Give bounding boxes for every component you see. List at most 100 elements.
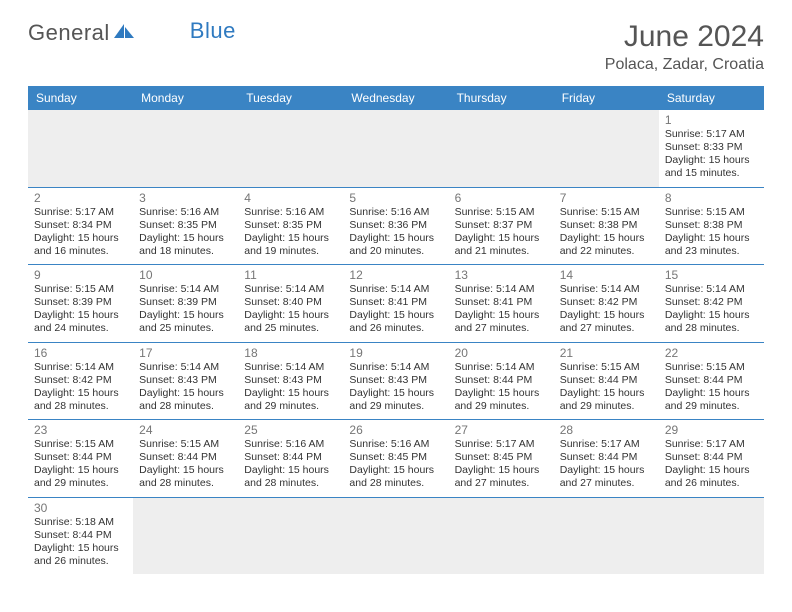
day-number: 30 <box>34 501 127 515</box>
calendar-cell-empty <box>238 497 343 574</box>
calendar-cell-empty <box>659 497 764 574</box>
calendar-row: 9Sunrise: 5:15 AMSunset: 8:39 PMDaylight… <box>28 265 764 343</box>
day-number: 29 <box>665 423 758 437</box>
calendar-cell: 21Sunrise: 5:15 AMSunset: 8:44 PMDayligh… <box>554 342 659 420</box>
sunrise-text: Sunrise: 5:14 AM <box>665 283 758 296</box>
sunrise-text: Sunrise: 5:18 AM <box>34 516 127 529</box>
daylight-text: Daylight: 15 hours and 28 minutes. <box>244 464 337 490</box>
logo-text-general: General <box>28 20 110 46</box>
sunset-text: Sunset: 8:44 PM <box>34 529 127 542</box>
calendar-cell: 19Sunrise: 5:14 AMSunset: 8:43 PMDayligh… <box>343 342 448 420</box>
daylight-text: Daylight: 15 hours and 28 minutes. <box>34 387 127 413</box>
calendar-cell: 26Sunrise: 5:16 AMSunset: 8:45 PMDayligh… <box>343 420 448 498</box>
sunset-text: Sunset: 8:33 PM <box>665 141 758 154</box>
daylight-text: Daylight: 15 hours and 29 minutes. <box>349 387 442 413</box>
daylight-text: Daylight: 15 hours and 26 minutes. <box>665 464 758 490</box>
sunset-text: Sunset: 8:43 PM <box>139 374 232 387</box>
calendar-cell-empty <box>133 497 238 574</box>
sunrise-text: Sunrise: 5:17 AM <box>34 206 127 219</box>
sunset-text: Sunset: 8:40 PM <box>244 296 337 309</box>
sunrise-text: Sunrise: 5:14 AM <box>455 361 548 374</box>
daylight-text: Daylight: 15 hours and 18 minutes. <box>139 232 232 258</box>
sunset-text: Sunset: 8:37 PM <box>455 219 548 232</box>
day-number: 14 <box>560 268 653 282</box>
daylight-text: Daylight: 15 hours and 29 minutes. <box>665 387 758 413</box>
sunrise-text: Sunrise: 5:14 AM <box>560 283 653 296</box>
daylight-text: Daylight: 15 hours and 16 minutes. <box>34 232 127 258</box>
sunset-text: Sunset: 8:34 PM <box>34 219 127 232</box>
sunrise-text: Sunrise: 5:14 AM <box>139 283 232 296</box>
day-number: 27 <box>455 423 548 437</box>
calendar-cell-empty <box>554 110 659 187</box>
daylight-text: Daylight: 15 hours and 28 minutes. <box>349 464 442 490</box>
calendar-cell: 29Sunrise: 5:17 AMSunset: 8:44 PMDayligh… <box>659 420 764 498</box>
sunrise-text: Sunrise: 5:14 AM <box>139 361 232 374</box>
weekday-header: Saturday <box>659 86 764 110</box>
sunrise-text: Sunrise: 5:14 AM <box>244 361 337 374</box>
sunrise-text: Sunrise: 5:15 AM <box>139 438 232 451</box>
day-number: 24 <box>139 423 232 437</box>
day-number: 6 <box>455 191 548 205</box>
sunrise-text: Sunrise: 5:15 AM <box>560 361 653 374</box>
sunrise-text: Sunrise: 5:16 AM <box>244 438 337 451</box>
daylight-text: Daylight: 15 hours and 29 minutes. <box>560 387 653 413</box>
day-number: 25 <box>244 423 337 437</box>
sunrise-text: Sunrise: 5:14 AM <box>244 283 337 296</box>
day-number: 19 <box>349 346 442 360</box>
logo-sail-icon <box>112 20 136 46</box>
weekday-header: Wednesday <box>343 86 448 110</box>
calendar-cell: 9Sunrise: 5:15 AMSunset: 8:39 PMDaylight… <box>28 265 133 343</box>
sunrise-text: Sunrise: 5:15 AM <box>665 206 758 219</box>
sunset-text: Sunset: 8:44 PM <box>665 374 758 387</box>
sunrise-text: Sunrise: 5:16 AM <box>244 206 337 219</box>
sunset-text: Sunset: 8:42 PM <box>560 296 653 309</box>
calendar-row: 23Sunrise: 5:15 AMSunset: 8:44 PMDayligh… <box>28 420 764 498</box>
calendar-row: 30Sunrise: 5:18 AMSunset: 8:44 PMDayligh… <box>28 497 764 574</box>
sunset-text: Sunset: 8:38 PM <box>560 219 653 232</box>
sunset-text: Sunset: 8:44 PM <box>139 451 232 464</box>
sunset-text: Sunset: 8:42 PM <box>665 296 758 309</box>
sunrise-text: Sunrise: 5:15 AM <box>665 361 758 374</box>
sunrise-text: Sunrise: 5:16 AM <box>139 206 232 219</box>
day-number: 5 <box>349 191 442 205</box>
calendar-cell-empty <box>449 497 554 574</box>
calendar-body: 1Sunrise: 5:17 AMSunset: 8:33 PMDaylight… <box>28 110 764 574</box>
daylight-text: Daylight: 15 hours and 23 minutes. <box>665 232 758 258</box>
daylight-text: Daylight: 15 hours and 28 minutes. <box>665 309 758 335</box>
daylight-text: Daylight: 15 hours and 21 minutes. <box>455 232 548 258</box>
calendar-header-row: Sunday Monday Tuesday Wednesday Thursday… <box>28 86 764 110</box>
logo-text-blue: Blue <box>190 18 236 44</box>
day-number: 3 <box>139 191 232 205</box>
calendar-cell-empty <box>449 110 554 187</box>
daylight-text: Daylight: 15 hours and 29 minutes. <box>244 387 337 413</box>
day-number: 28 <box>560 423 653 437</box>
daylight-text: Daylight: 15 hours and 22 minutes. <box>560 232 653 258</box>
calendar-cell: 22Sunrise: 5:15 AMSunset: 8:44 PMDayligh… <box>659 342 764 420</box>
sunset-text: Sunset: 8:44 PM <box>665 451 758 464</box>
month-title: June 2024 <box>605 20 764 54</box>
daylight-text: Daylight: 15 hours and 26 minutes. <box>349 309 442 335</box>
sunset-text: Sunset: 8:44 PM <box>455 374 548 387</box>
day-number: 11 <box>244 268 337 282</box>
calendar-cell-empty <box>343 110 448 187</box>
daylight-text: Daylight: 15 hours and 25 minutes. <box>244 309 337 335</box>
weekday-header: Monday <box>133 86 238 110</box>
daylight-text: Daylight: 15 hours and 28 minutes. <box>139 464 232 490</box>
calendar-row: 1Sunrise: 5:17 AMSunset: 8:33 PMDaylight… <box>28 110 764 187</box>
calendar-cell-empty <box>238 110 343 187</box>
day-number: 15 <box>665 268 758 282</box>
sunset-text: Sunset: 8:44 PM <box>560 451 653 464</box>
header: GeneralBlue June 2024 Polaca, Zadar, Cro… <box>28 20 764 74</box>
day-number: 4 <box>244 191 337 205</box>
calendar-cell: 11Sunrise: 5:14 AMSunset: 8:40 PMDayligh… <box>238 265 343 343</box>
sunrise-text: Sunrise: 5:14 AM <box>349 361 442 374</box>
day-number: 9 <box>34 268 127 282</box>
daylight-text: Daylight: 15 hours and 15 minutes. <box>665 154 758 180</box>
day-number: 23 <box>34 423 127 437</box>
sunrise-text: Sunrise: 5:16 AM <box>349 206 442 219</box>
daylight-text: Daylight: 15 hours and 29 minutes. <box>455 387 548 413</box>
sunrise-text: Sunrise: 5:17 AM <box>560 438 653 451</box>
calendar-cell: 25Sunrise: 5:16 AMSunset: 8:44 PMDayligh… <box>238 420 343 498</box>
daylight-text: Daylight: 15 hours and 20 minutes. <box>349 232 442 258</box>
day-number: 8 <box>665 191 758 205</box>
